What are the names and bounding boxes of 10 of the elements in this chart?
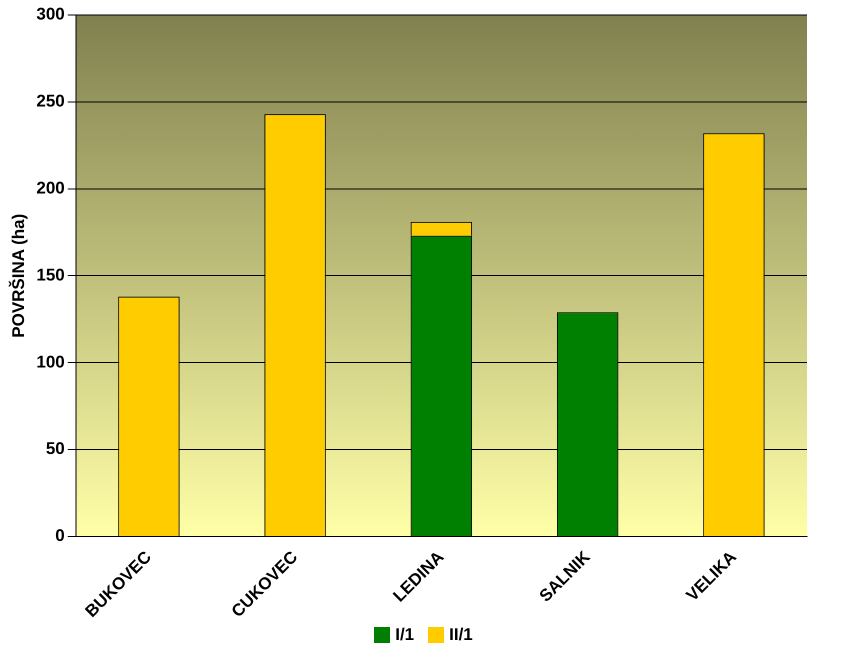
y-axis-title: POVRŠINA (ha) [8, 214, 28, 338]
y-tick-label: 100 [36, 352, 65, 372]
y-tick-label: 0 [55, 526, 65, 546]
y-tick-label: 150 [36, 265, 65, 284]
legend-label: II/1 [449, 625, 473, 645]
y-tick-label: 200 [36, 178, 65, 198]
y-tick-label: 50 [46, 439, 65, 458]
y-tick-label: 250 [36, 92, 65, 111]
legend-label: I/1 [395, 625, 414, 645]
y-tick-label: 300 [36, 4, 65, 24]
